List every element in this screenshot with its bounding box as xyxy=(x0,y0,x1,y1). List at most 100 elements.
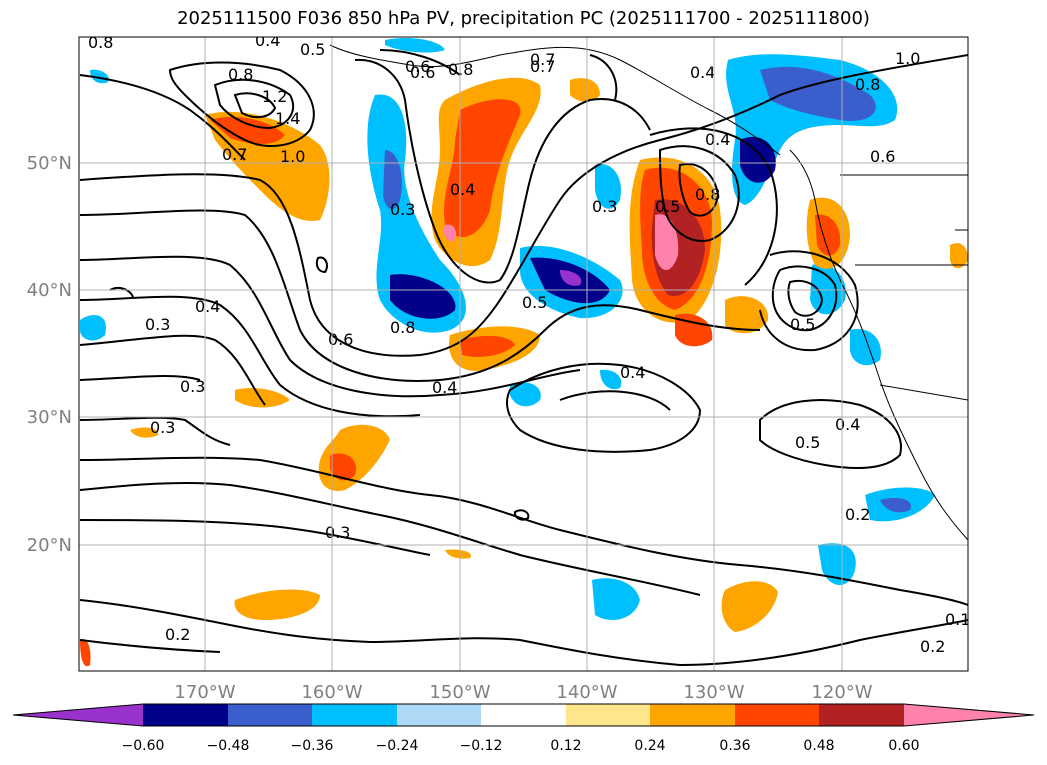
contour-label: 0.4 xyxy=(195,297,220,316)
lat-tick-label: 30°N xyxy=(27,407,72,428)
lon-tick-labels: 170°W 160°W 150°W 140°W 130°W 120°W xyxy=(174,682,872,703)
contour-label: 0.1 xyxy=(945,610,970,629)
contour-label: 0.2 xyxy=(165,625,190,644)
precip-patch xyxy=(760,66,876,121)
contour-label: 0.3 xyxy=(592,197,617,216)
colorbar-extend-right xyxy=(904,704,1034,726)
colorbar-segment xyxy=(566,704,650,726)
precip-patch xyxy=(815,214,841,256)
contour-label: 0.8 xyxy=(228,65,253,84)
colorbar-label: 0.24 xyxy=(634,738,665,754)
colorbar-segment xyxy=(819,704,904,726)
colorbar-label: −0.48 xyxy=(207,738,250,754)
contour-label: 0.2 xyxy=(920,637,945,656)
contour-label: 0.3 xyxy=(150,418,175,437)
contour-label: 0.4 xyxy=(450,180,475,199)
contour-label: 1.2 xyxy=(262,87,287,106)
precip-patch xyxy=(600,369,622,390)
lon-tick-label: 150°W xyxy=(429,682,490,703)
precip-patch xyxy=(443,99,521,238)
contour-label: 0.7 xyxy=(530,57,555,76)
contour-label: 0.3 xyxy=(145,315,170,334)
colorbar-segment xyxy=(650,704,735,726)
map-title: 2025111500 F036 850 hPa PV, precipitatio… xyxy=(177,8,870,29)
lat-tick-label: 50°N xyxy=(27,153,72,174)
precip-patch xyxy=(880,498,911,513)
contour-label: 0.8 xyxy=(390,318,415,337)
precip-patch xyxy=(740,136,776,183)
contour-label: 0.4 xyxy=(705,130,730,149)
lon-tick-label: 170°W xyxy=(174,682,235,703)
precip-patch xyxy=(850,329,881,366)
precip-fields xyxy=(80,38,968,667)
lat-tick-labels: 50°N 40°N 30°N 20°N xyxy=(27,153,72,556)
precip-patch xyxy=(570,78,600,102)
colorbar-segment xyxy=(397,704,481,726)
colorbar-label: −0.24 xyxy=(376,738,419,754)
contour-label: 0.4 xyxy=(432,378,457,397)
contour-label: 0.8 xyxy=(88,33,113,52)
precip-patch xyxy=(560,270,582,286)
colorbar-segment xyxy=(228,704,312,726)
colorbar-segment xyxy=(481,704,566,726)
precip-patch xyxy=(950,243,968,269)
contour-label: 0.6 xyxy=(410,63,435,82)
contour-label: 0.5 xyxy=(522,293,547,312)
precip-patch xyxy=(383,150,402,210)
lon-tick-label: 140°W xyxy=(556,682,617,703)
contour-label: 0.6 xyxy=(328,330,353,349)
contour-label: 0.3 xyxy=(390,200,415,219)
contour-label: 1.0 xyxy=(895,49,920,68)
precip-patch xyxy=(510,382,541,407)
contour-labels: 0.8 0.4 0.5 0.6 0.8 0.7 1.0 0.8 1.2 1.4 … xyxy=(88,31,970,656)
contour-label: 0.7 xyxy=(222,145,247,164)
contour-label: 0.6 xyxy=(405,57,430,76)
precip-patch xyxy=(130,427,159,438)
precip-patch xyxy=(595,164,621,209)
contour-label: 0.3 xyxy=(325,523,350,542)
contour-label: 0.8 xyxy=(855,75,880,94)
plot-frame xyxy=(78,36,969,672)
precip-patch xyxy=(675,313,713,347)
precip-patch xyxy=(80,315,106,341)
contour-label: 0.5 xyxy=(795,433,820,452)
colorbar-label: −0.12 xyxy=(460,738,503,754)
contour-label: 0.4 xyxy=(255,31,280,50)
precip-patch xyxy=(390,274,456,319)
precip-patch xyxy=(818,543,856,585)
colorbar-extend-left xyxy=(13,704,143,726)
contour-label: 0.5 xyxy=(790,315,815,334)
contour-label: 0.5 xyxy=(300,40,325,59)
colorbar-label: 0.12 xyxy=(550,738,581,754)
contour-label: 0.3 xyxy=(180,377,205,396)
colorbar-segment xyxy=(312,704,397,726)
precip-patch xyxy=(725,296,769,334)
precip-patch xyxy=(80,639,91,667)
contour-label: 0.4 xyxy=(690,63,715,82)
colorbar-segment xyxy=(735,704,819,726)
precip-patch xyxy=(330,453,356,481)
precip-patch xyxy=(234,589,320,620)
lat-tick-label: 20°N xyxy=(27,535,72,556)
lon-tick-label: 160°W xyxy=(301,682,362,703)
precip-patch xyxy=(460,335,515,357)
precip-patch xyxy=(443,224,456,242)
precip-patch xyxy=(90,69,109,84)
contour-label: 0.6 xyxy=(870,147,895,166)
colorbar-label: 0.48 xyxy=(803,738,834,754)
contour-label: 0.4 xyxy=(620,363,645,382)
colorbar-segment xyxy=(143,704,228,726)
precip-patch xyxy=(592,578,640,620)
lat-tick-label: 40°N xyxy=(27,280,72,301)
colorbar-label: 0.60 xyxy=(888,738,919,754)
precip-patch xyxy=(721,581,778,632)
colorbar-label: −0.60 xyxy=(122,738,165,754)
contour-label: 0.7 xyxy=(530,50,555,69)
gridlines xyxy=(79,37,968,671)
contour-label: 0.8 xyxy=(448,60,473,79)
precip-patch xyxy=(385,38,445,53)
precip-patch xyxy=(445,549,471,559)
contour-label: 1.4 xyxy=(275,109,300,128)
contour-label: 0.2 xyxy=(845,505,870,524)
